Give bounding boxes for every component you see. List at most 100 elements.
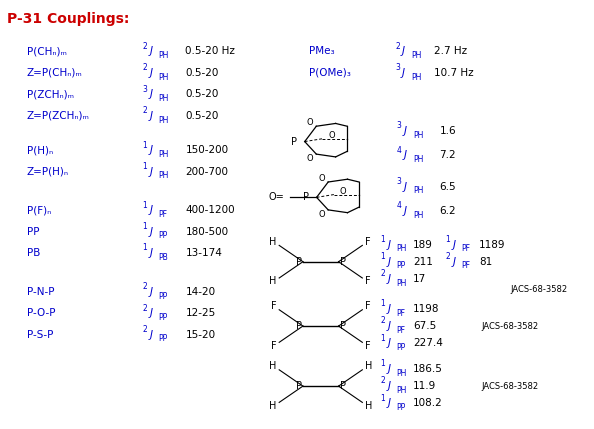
- Text: 1: 1: [380, 299, 385, 308]
- Text: 2: 2: [380, 377, 385, 385]
- Text: 2.7 Hz: 2.7 Hz: [434, 46, 467, 57]
- Text: P-31 Couplings:: P-31 Couplings:: [7, 12, 129, 26]
- Text: 2: 2: [143, 304, 147, 312]
- Text: 81: 81: [479, 257, 492, 267]
- Text: J: J: [387, 338, 390, 348]
- Text: PP: PP: [27, 227, 39, 237]
- Text: 150-200: 150-200: [185, 145, 229, 155]
- Text: 6.5: 6.5: [440, 181, 456, 192]
- Text: J: J: [404, 181, 407, 192]
- Text: F: F: [271, 341, 276, 351]
- Text: J: J: [453, 257, 456, 267]
- Text: PF: PF: [462, 245, 470, 253]
- Text: P(H)ₙ: P(H)ₙ: [27, 145, 53, 155]
- Text: J: J: [387, 321, 390, 331]
- Text: J: J: [404, 126, 407, 136]
- Text: PH: PH: [413, 211, 423, 220]
- Text: 7.2: 7.2: [440, 150, 456, 160]
- Text: J: J: [387, 239, 390, 250]
- Text: O: O: [307, 118, 314, 127]
- Text: P: P: [340, 321, 346, 331]
- Text: J: J: [150, 46, 153, 57]
- Text: J: J: [150, 205, 153, 215]
- Text: 1: 1: [380, 235, 385, 244]
- Text: JACS-68-3582: JACS-68-3582: [511, 285, 568, 294]
- Text: J: J: [387, 304, 390, 314]
- Text: 2: 2: [446, 252, 450, 261]
- Text: 17: 17: [413, 274, 426, 284]
- Text: O=: O=: [268, 192, 284, 202]
- Text: PH: PH: [159, 73, 169, 82]
- Text: JACS-68-3582: JACS-68-3582: [481, 382, 538, 390]
- Text: 0.5-20: 0.5-20: [185, 89, 219, 100]
- Text: P(OMe)₃: P(OMe)₃: [309, 68, 350, 78]
- Text: PP: PP: [159, 313, 168, 322]
- Text: PP: PP: [159, 232, 168, 240]
- Text: 6.2: 6.2: [440, 206, 456, 216]
- Text: J: J: [150, 329, 153, 340]
- Text: 4: 4: [397, 146, 402, 154]
- Text: P-N-P: P-N-P: [27, 287, 54, 297]
- Text: 0.5-20: 0.5-20: [185, 68, 219, 78]
- Text: P: P: [291, 136, 297, 147]
- Text: PH: PH: [159, 116, 169, 124]
- Text: J: J: [150, 111, 153, 121]
- Text: 15-20: 15-20: [185, 329, 216, 340]
- Text: Z=P(CHₙ)ₘ: Z=P(CHₙ)ₘ: [27, 68, 83, 78]
- Text: 0.5-20: 0.5-20: [185, 111, 219, 121]
- Text: F: F: [365, 237, 371, 247]
- Text: J: J: [150, 308, 153, 318]
- Text: 2: 2: [395, 42, 400, 51]
- Text: 1198: 1198: [413, 304, 440, 314]
- Text: H: H: [269, 401, 276, 411]
- Text: J: J: [404, 206, 407, 216]
- Text: 200-700: 200-700: [185, 166, 228, 177]
- Text: PH: PH: [396, 279, 406, 287]
- Text: P(CHₙ)ₘ: P(CHₙ)ₘ: [27, 46, 67, 57]
- Text: O: O: [328, 131, 334, 140]
- Text: 1: 1: [143, 244, 147, 252]
- Text: 1: 1: [143, 222, 147, 231]
- Text: F: F: [365, 301, 371, 311]
- Text: 180-500: 180-500: [185, 227, 229, 237]
- Text: H: H: [365, 361, 372, 372]
- Text: PMe₃: PMe₃: [309, 46, 334, 57]
- Text: PF: PF: [462, 262, 470, 270]
- Text: 1189: 1189: [479, 239, 505, 250]
- Text: 189: 189: [413, 239, 432, 250]
- Text: 400-1200: 400-1200: [185, 205, 235, 215]
- Text: PH: PH: [159, 172, 169, 180]
- Text: H: H: [269, 237, 276, 247]
- Text: J: J: [387, 398, 390, 408]
- Text: PH: PH: [413, 131, 423, 139]
- Text: 227.4: 227.4: [413, 338, 443, 348]
- Text: J: J: [150, 287, 153, 297]
- Text: F: F: [365, 341, 371, 351]
- Text: 2: 2: [143, 63, 147, 72]
- Text: Z=P(H)ₙ: Z=P(H)ₙ: [27, 166, 69, 177]
- Text: J: J: [150, 145, 153, 155]
- Text: PB: PB: [27, 248, 40, 258]
- Text: 1: 1: [380, 360, 385, 368]
- Text: H: H: [365, 401, 372, 411]
- Text: 12-25: 12-25: [185, 308, 216, 318]
- Text: PH: PH: [396, 369, 406, 378]
- Text: 11.9: 11.9: [413, 381, 436, 391]
- Text: 0.5-20 Hz: 0.5-20 Hz: [185, 46, 235, 57]
- Text: 2: 2: [380, 317, 385, 325]
- Text: J: J: [150, 248, 153, 258]
- Text: 67.5: 67.5: [413, 321, 436, 331]
- Text: J: J: [402, 46, 405, 57]
- Text: 1: 1: [143, 162, 147, 171]
- Text: PH: PH: [413, 155, 423, 164]
- Text: 1: 1: [143, 141, 147, 149]
- Text: 1.6: 1.6: [440, 126, 456, 136]
- Text: H: H: [269, 361, 276, 372]
- Text: P(ZCHₙ)ₘ: P(ZCHₙ)ₘ: [27, 89, 74, 100]
- Text: PH: PH: [413, 187, 423, 195]
- Text: PP: PP: [396, 262, 406, 270]
- Text: Z=P(ZCHₙ)ₘ: Z=P(ZCHₙ)ₘ: [27, 111, 90, 121]
- Text: H: H: [269, 276, 276, 287]
- Text: 1: 1: [380, 334, 385, 342]
- Text: O: O: [318, 174, 326, 183]
